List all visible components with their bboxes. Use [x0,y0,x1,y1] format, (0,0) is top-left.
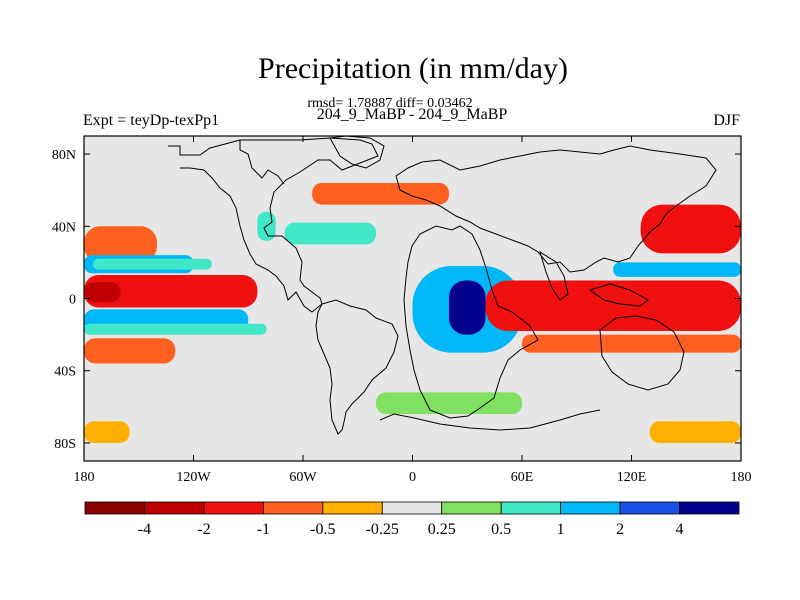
x-tick-label: 60E [511,470,534,485]
colorbar-label: 0.5 [491,521,511,538]
season-label: DJF [713,112,740,129]
coastline-australia [599,315,685,391]
y-tick-label: 80N [52,148,76,163]
x-tick-label: 180 [731,470,752,485]
field-w-pacific-darkred-core [84,282,121,303]
precip-fields [84,182,741,443]
field-nw-pacific-red-blob [640,204,741,254]
x-tick-label: 0 [409,470,416,485]
field-s-ocean-yellow-patch [649,421,741,443]
colorbar-label: -1 [257,521,270,538]
field-w-pacific-cyan-band [93,258,212,270]
stats-line: rmsd= 1.78887 diff= 0.03462 [307,96,473,111]
field-s-pacific-yellow-patch [84,421,130,443]
field-n-atlantic-orange-band [312,182,449,205]
coastline-eurasia [395,145,717,273]
colorbar: -4 -2 -1 -0.5 -0.25 0.25 0.5 1 2 4 [84,501,740,538]
field-africa-darkblue-spots [449,280,486,335]
field-w-pacific-north-band [84,226,157,263]
coastline-north-america [168,137,379,313]
colorbar-swatch [560,501,621,515]
subtitle: 204_9_MaBP - 204_9_MaBP [316,106,508,123]
field-s-pacific-cyan-band [84,323,267,335]
coastline-south-america [315,299,399,435]
y-tick-label: 40N [52,220,76,235]
y-tick-label: 0 [69,293,76,308]
colorbar-label: -4 [138,521,151,538]
colorbar-swatch [144,501,205,515]
field-w-pacific-red-band [84,275,258,308]
field-s-indian-orange-band [522,334,741,353]
coastline-alaska [239,140,285,185]
coastline-india [539,250,569,301]
coastline-greenland [329,136,385,169]
colorbar-label: 1 [557,521,565,538]
page-title: Precipitation (in mm/day) [258,52,568,85]
colorbar-swatch [381,501,443,515]
coastlines [168,136,717,435]
colorbar-swatch [322,501,383,515]
colorbar-swatch [84,501,145,515]
field-s-atlantic-green-band [376,392,522,415]
x-tick-label: 180 [74,470,95,485]
y-tick-label: 80S [54,437,76,452]
x-tick-label: 60W [289,470,317,485]
colorbar-swatch [679,501,740,515]
colorbar-swatch [441,501,502,515]
colorbar-label: 2 [616,521,624,538]
colorbar-label: -0.5 [310,521,335,538]
coastline-antarctica [379,409,601,431]
x-tick-label: 120E [617,470,647,485]
colorbar-label: 0.25 [428,521,456,538]
colorbar-swatch [500,501,562,515]
experiment-label: Expt = teyDp-texPp1 [83,112,220,129]
colorbar-label: -2 [197,521,210,538]
colorbar-swatch [262,501,324,515]
field-w-pacific-nh-blue-band [613,262,741,277]
colorbar-label: -0.25 [366,521,399,538]
coastline-maritime [588,283,649,307]
axis-ticks: 180 120W 60W 0 60E 120E 180 80N 40N 0 40S 80S [52,136,752,485]
field-indian-ocean-red-band [485,280,741,331]
y-tick-label: 40S [54,365,76,380]
field-s-pacific-orange-band [84,338,176,364]
coastline-africa [403,225,539,419]
field-n-atlantic-cyan-band [284,222,376,245]
colorbar-label: 4 [676,521,684,538]
x-tick-label: 120W [176,470,211,485]
colorbar-swatch [203,501,264,515]
colorbar-swatch [619,501,680,515]
